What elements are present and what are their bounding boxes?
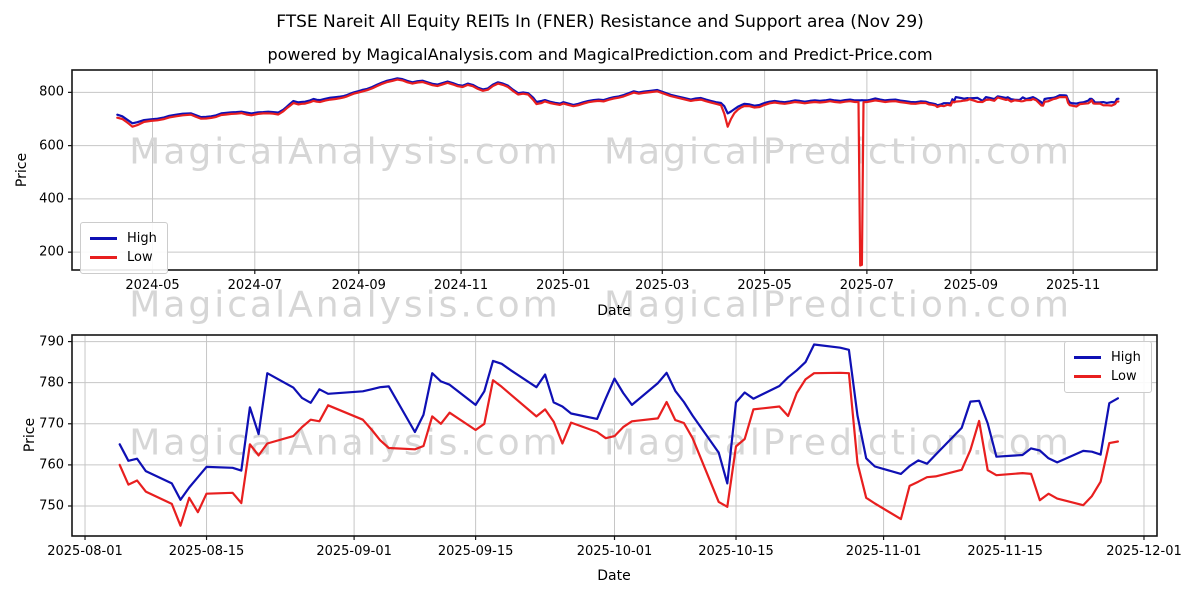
- low-line-swatch: [90, 256, 117, 259]
- watermark-prediction: MagicalPrediction.com: [604, 284, 1072, 326]
- plot-border: [71, 69, 1158, 271]
- x-tick-label: 2024-07: [227, 278, 282, 293]
- legend-entry-low: Low: [90, 248, 157, 267]
- watermark-analysis: MagicalAnalysis.com: [129, 422, 561, 464]
- x-tick-label: 2025-03: [635, 278, 690, 293]
- legend-entry-high: High: [1074, 348, 1141, 367]
- legend-bottom-chart: High Low: [1064, 341, 1152, 393]
- x-tick-label: 2025-09-01: [316, 544, 392, 559]
- y-tick-label: 750: [39, 498, 64, 514]
- x-tick-label: 2025-08-15: [168, 544, 245, 559]
- y-tick-label: 600: [39, 138, 64, 154]
- x-tick-label: 2025-11: [1045, 278, 1101, 293]
- high-line-swatch: [1074, 356, 1101, 359]
- x-tick-label: 2024-05: [125, 278, 180, 293]
- x-axis-label-top: Date: [597, 303, 631, 319]
- y-tick-label: 200: [39, 244, 64, 260]
- low-series-line: [116, 78, 1120, 267]
- x-tick-label: 2025-11-15: [967, 544, 1043, 559]
- x-tick-label: 2025-09-15: [437, 544, 514, 559]
- x-axis-label-bottom: Date: [597, 568, 631, 584]
- legend-entry-low: Low: [1074, 367, 1141, 386]
- x-tick-label: 2025-10-15: [698, 544, 774, 559]
- x-tick-label: 2025-09: [943, 278, 999, 293]
- legend-label-high: High: [127, 231, 157, 246]
- plot-border: [71, 334, 1158, 537]
- watermark-prediction: MagicalPrediction.com: [604, 422, 1072, 464]
- x-tick-label: 2024-11: [433, 278, 489, 293]
- legend-label-high: High: [1111, 350, 1141, 365]
- x-tick-label: 2025-07: [839, 278, 895, 293]
- watermark-analysis: MagicalAnalysis.com: [129, 284, 561, 326]
- x-tick-label: 2025-08-01: [47, 544, 123, 559]
- x-tick-label: 2025-11-01: [845, 544, 922, 559]
- x-tick-label: 2025-10-01: [576, 544, 653, 559]
- high-line-swatch: [90, 237, 117, 240]
- chart-title: FTSE Nareit All Equity REITs In (FNER) R…: [276, 12, 924, 32]
- x-tick-label: 2025-01: [536, 278, 591, 293]
- high-series-line: [116, 77, 1120, 125]
- x-tick-label: 2024-09: [331, 278, 386, 293]
- legend-label-low: Low: [1111, 369, 1137, 384]
- chart-subtitle: powered by MagicalAnalysis.com and Magic…: [267, 45, 933, 64]
- legend-top-chart: High Low: [80, 222, 168, 274]
- legend-entry-high: High: [90, 229, 157, 248]
- x-tick-label: 2025-12-01: [1106, 544, 1182, 559]
- watermark-analysis: MagicalAnalysis.com: [129, 131, 561, 173]
- high-series-line: [118, 343, 1120, 501]
- low-series-line: [118, 371, 1120, 527]
- watermark-prediction: MagicalPrediction.com: [604, 131, 1072, 173]
- low-line-swatch: [1074, 375, 1101, 378]
- y-tick-label: 400: [39, 191, 64, 207]
- legend-label-low: Low: [127, 250, 153, 265]
- y-axis-label-top: Price: [14, 152, 30, 188]
- x-tick-label: 2025-05: [737, 278, 792, 293]
- y-axis-label-bottom: Price: [22, 417, 38, 453]
- y-tick-label: 790: [39, 334, 64, 350]
- y-tick-label: 780: [39, 375, 64, 391]
- y-tick-label: 800: [39, 84, 64, 100]
- y-tick-label: 760: [39, 457, 64, 473]
- y-tick-label: 770: [39, 416, 64, 432]
